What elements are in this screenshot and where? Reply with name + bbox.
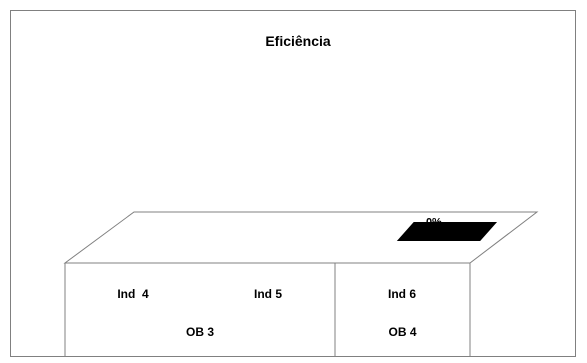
category-label-2: Ind 5 xyxy=(254,287,282,301)
bars-layer xyxy=(396,222,498,241)
group-label-1: OB 3 xyxy=(186,325,214,339)
group-labels: OB 3 OB 4 xyxy=(186,325,417,339)
data-labels: 0% xyxy=(426,217,442,229)
chart-frame xyxy=(10,10,576,357)
category-label-1: Ind 4 xyxy=(117,287,149,301)
category-labels: Ind 4 Ind 5 Ind 6 xyxy=(117,287,416,301)
bar-3 xyxy=(396,222,498,241)
category-label-3: Ind 6 xyxy=(388,287,416,301)
chart-title: Eficiência xyxy=(265,33,331,49)
group-label-2: OB 4 xyxy=(388,325,416,339)
data-label-3: 0% xyxy=(426,217,442,229)
